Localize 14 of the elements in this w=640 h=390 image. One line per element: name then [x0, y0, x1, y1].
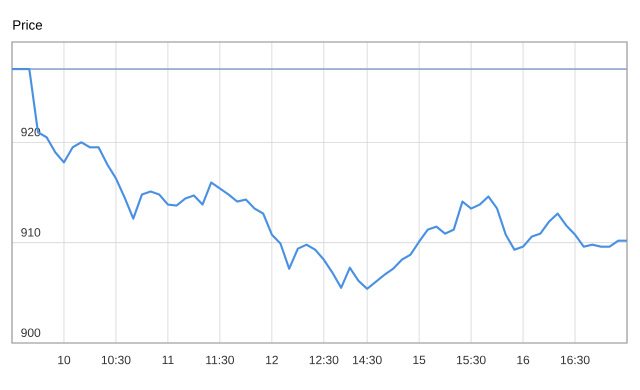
y-axis-title: Price: [13, 20, 42, 30]
x-tick-label: 11: [162, 356, 174, 364]
y-tick-label: 910: [21, 228, 40, 237]
x-tick-label: 10:30: [102, 356, 130, 364]
x-tick-label: 12:30: [310, 356, 338, 364]
y-tick-label: 900: [21, 328, 40, 337]
x-tick-label: 14:30: [353, 356, 382, 364]
x-tick-label: 15:30: [456, 356, 486, 364]
x-tick-label: 16:30: [560, 356, 590, 364]
x-tick-label: 16: [517, 356, 530, 364]
x-tick-label: 15: [413, 356, 426, 364]
x-tick-label: 10: [58, 356, 70, 364]
x-tick-label: 11:30: [206, 356, 234, 364]
x-tick-label: 12: [266, 356, 278, 364]
